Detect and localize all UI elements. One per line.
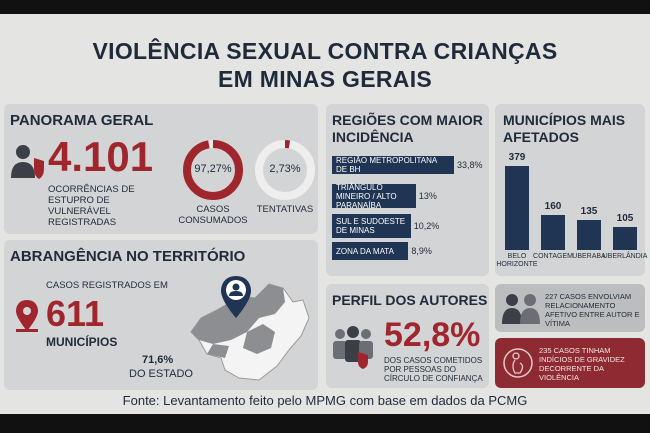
relacionamento-text: 227 CASOS ENVOLVIAM RELACIONAMENTO AFETI… [545,292,640,328]
region-bar: ZONA DA MATA [332,242,409,260]
tentativas-ring [255,140,315,200]
municipios-heading-1: MUNICÍPIOS MAIS [503,112,626,128]
casos-registrados-label: CASOS REGISTRADOS EM [46,280,168,291]
tentativas-label: TENTATIVAS [256,204,314,215]
municipio-value-label: 135 [580,206,598,218]
tentativas-ring-value [255,140,315,200]
municipios-label: MUNICÍPIOS [46,335,118,349]
municipio-value-label: 160 [544,200,562,212]
panorama-heading: PANORAMA GERAL [10,112,154,129]
people-group-icon [333,326,373,369]
municipio-bar [577,220,601,250]
panorama-panel: PANORAMA GERAL 4.101 OCORRÊNCIAS DE ESTU… [4,104,318,234]
municipio-value-label: 379 [508,152,526,163]
municipio-category-label: UBERLÂNDIA [602,253,648,260]
consumados-ring-value [183,140,243,200]
total-occurrences: 4.101 [48,133,154,180]
region-bar: REGIÃO METROPOLITANA DE BH [332,156,454,174]
municipios-heading-2: AFETADOS [503,129,579,145]
municipio-value-label: 105 [616,212,634,224]
abrangencia-heading: ABRANGÊNCIA NO TERRITÓRIO [10,248,246,265]
tentativas-pct: 2,73% [269,163,301,175]
autores-caption: DOS CASOS COMETIDOS POR PESSOAS DO CÍRCU… [384,356,483,383]
region-bar: TRIÂNGULO MINEIRO / ALTO PARANAÍBA [332,183,416,210]
total-caption: OCORRÊNCIAS DE ESTUPRO DE VULNERÁVEL REG… [48,184,135,228]
municipio-category-label: BELO HORIZONTE [496,253,538,268]
consumados-pct: 97,27% [194,163,232,175]
region-value-label: 8,9% [411,246,432,256]
regioes-panel: REGIÕES COM MAIOR INCIDÊNCIA REGIÃO METR… [326,104,489,276]
autores-panel: PERFIL DOS AUTORES 52,8% DOS CASOS COMET… [326,284,489,388]
map-marker-icon [221,276,251,318]
relacionamento-card: 227 CASOS ENVOLVIAM RELACIONAMENTO AFETI… [495,284,645,332]
estado-label: DO ESTADO [129,368,193,380]
pregnancy-icon [503,348,533,378]
region-value-label: 13% [418,191,437,201]
couple-icon [502,294,540,324]
municipio-bar [541,214,565,250]
footer-source: Fonte: Levantamento feito pelo MPMG com … [122,393,528,408]
municipios-count: 611 [46,293,105,334]
region-value-label: 33,8% [457,160,483,170]
municipios-panel: MUNICÍPIOS MAIS AFETADOS 379 BELO HORIZON… [495,104,647,276]
gravidez-card: 235 CASOS TINHAM INDÍCIOS DE GRAVIDEZ DE… [495,338,645,388]
estado-pct: 71,6% [142,354,174,366]
municipio-category-label: UBERABA [572,253,606,260]
location-pin-icon [16,300,38,332]
regioes-heading-2: INCIDÊNCIA [332,129,414,145]
autores-heading: PERFIL DOS AUTORES [332,292,488,308]
region-value-label: 10,2% [413,221,440,231]
person-shield-icon [11,145,44,179]
autores-pct: 52,8% [384,316,481,354]
municipio-bar [613,226,637,250]
abrangencia-panel: ABRANGÊNCIA NO TERRITÓRIO CASOS REGISTRA… [4,240,318,390]
gravidez-text: 235 CASOS TINHAM INDÍCIOS DE GRAVIDEZ DE… [539,346,625,382]
region-bar: SUL E SUDOESTE DE MINAS [332,214,411,238]
municipio-bar [505,166,529,250]
title-line-2: EM MINAS GERAIS [217,66,433,92]
municipio-category-label: CONTAGEM [533,253,573,260]
title-line-1: VIOLÊNCIA SEXUAL CONTRA CRIANÇAS [92,38,558,64]
infographic: VIOLÊNCIA SEXUAL CONTRA CRIANÇAS EM MINA… [0,14,650,414]
regioes-heading-1: REGIÕES COM MAIOR [332,112,483,128]
consumados-ring [183,140,243,200]
consumados-label: CASOS CONSUMADOS [178,204,248,226]
